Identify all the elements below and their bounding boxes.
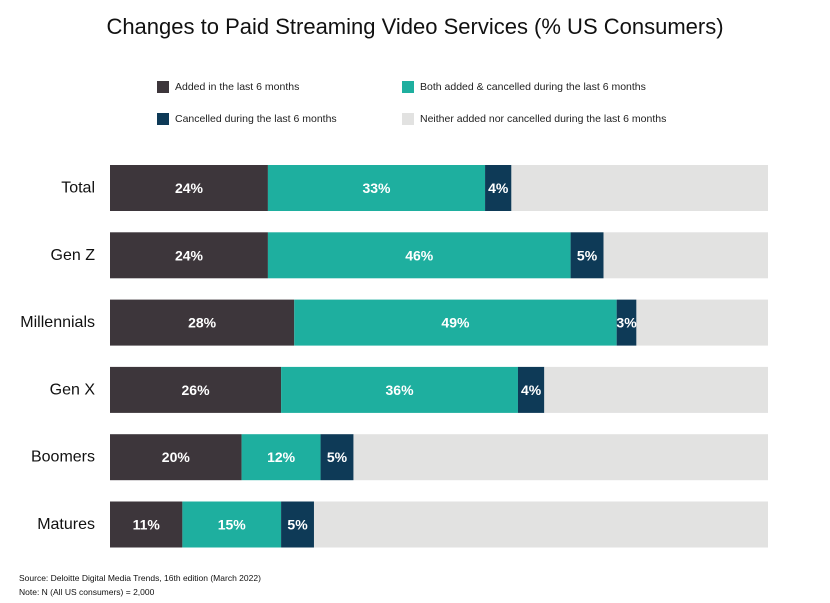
- category-label-boomers: Boomers: [31, 449, 95, 466]
- bar-matures-neither: [313, 501, 768, 548]
- data-label-gen-x-added: 26%: [182, 382, 211, 398]
- source-note: Source: Deloitte Digital Media Trends, 1…: [19, 573, 261, 583]
- category-label-gen-z: Gen Z: [51, 247, 96, 264]
- legend-item-added: Added in the last 6 months: [157, 80, 299, 94]
- legend-swatch-neither: [402, 113, 414, 125]
- data-label-total-both: 33%: [362, 180, 391, 196]
- bar-gen-x-cancelled: [517, 366, 545, 413]
- category-label-total: Total: [61, 180, 95, 197]
- sample-note: Note: N (All US consumers) = 2,000: [19, 587, 155, 597]
- bar-gen-x-both: [281, 366, 518, 413]
- bar-gen-z-both: [267, 232, 571, 279]
- chart-title: Changes to Paid Streaming Video Services…: [106, 14, 724, 39]
- data-label-gen-z-cancelled: 5%: [577, 247, 598, 263]
- bar-boomers-both: [241, 434, 321, 481]
- bar-matures-both: [182, 501, 282, 548]
- data-label-millennials-both: 49%: [441, 315, 470, 331]
- data-label-gen-x-both: 36%: [386, 382, 415, 398]
- bar-boomers-cancelled: [320, 434, 354, 481]
- legend-swatch-both: [402, 81, 414, 93]
- bar-matures-added: [110, 501, 183, 548]
- bar-gen-x-added: [110, 366, 282, 413]
- category-label-millennials: Millennials: [20, 314, 95, 331]
- data-label-boomers-cancelled: 5%: [327, 449, 348, 465]
- category-label-gen-x: Gen X: [50, 381, 96, 398]
- bar-matures-cancelled: [281, 501, 314, 548]
- category-label-matures: Matures: [37, 516, 95, 533]
- legend-label-added: Added in the last 6 months: [175, 81, 300, 93]
- bar-total-neither: [511, 165, 768, 211]
- data-label-millennials-added: 28%: [188, 315, 217, 331]
- legend-item-cancelled: Cancelled during the last 6 months: [157, 112, 337, 126]
- data-label-boomers-added: 20%: [162, 449, 191, 465]
- bar-gen-x-neither: [544, 366, 768, 413]
- bar-gen-z-neither: [603, 232, 768, 279]
- bar-millennials-cancelled: [616, 299, 637, 346]
- data-label-gen-x-cancelled: 4%: [521, 382, 542, 398]
- data-label-gen-z-both: 46%: [405, 247, 434, 263]
- legend-item-both: Both added & cancelled during the last 6…: [402, 80, 646, 94]
- bar-gen-z-cancelled: [570, 232, 604, 279]
- data-label-boomers-both: 12%: [267, 449, 296, 465]
- data-label-matures-cancelled: 5%: [287, 517, 308, 533]
- data-label-total-cancelled: 4%: [488, 180, 509, 196]
- data-label-total-added: 24%: [175, 180, 204, 196]
- bar-boomers-added: [110, 434, 242, 481]
- bar-millennials-added: [110, 299, 295, 346]
- bar-millennials-both: [294, 299, 617, 346]
- legend-swatch-added: [157, 81, 169, 93]
- legend-label-cancelled: Cancelled during the last 6 months: [175, 113, 337, 125]
- legend-item-neither: Neither added nor cancelled during the l…: [402, 112, 666, 126]
- data-label-matures-both: 15%: [218, 517, 247, 533]
- legend-label-neither: Neither added nor cancelled during the l…: [420, 113, 667, 125]
- bar-total-added: [110, 165, 268, 211]
- bar-boomers-neither: [353, 434, 768, 481]
- legend-label-both: Both added & cancelled during the last 6…: [420, 81, 646, 93]
- legend-swatch-cancelled: [157, 113, 169, 125]
- bar-total-cancelled: [485, 165, 512, 211]
- bar-total-both: [267, 165, 486, 211]
- data-label-millennials-cancelled: 3%: [616, 315, 637, 331]
- data-label-gen-z-added: 24%: [175, 247, 204, 263]
- data-label-matures-added: 11%: [133, 517, 161, 533]
- bar-gen-z-added: [110, 232, 268, 279]
- bar-millennials-neither: [636, 299, 768, 346]
